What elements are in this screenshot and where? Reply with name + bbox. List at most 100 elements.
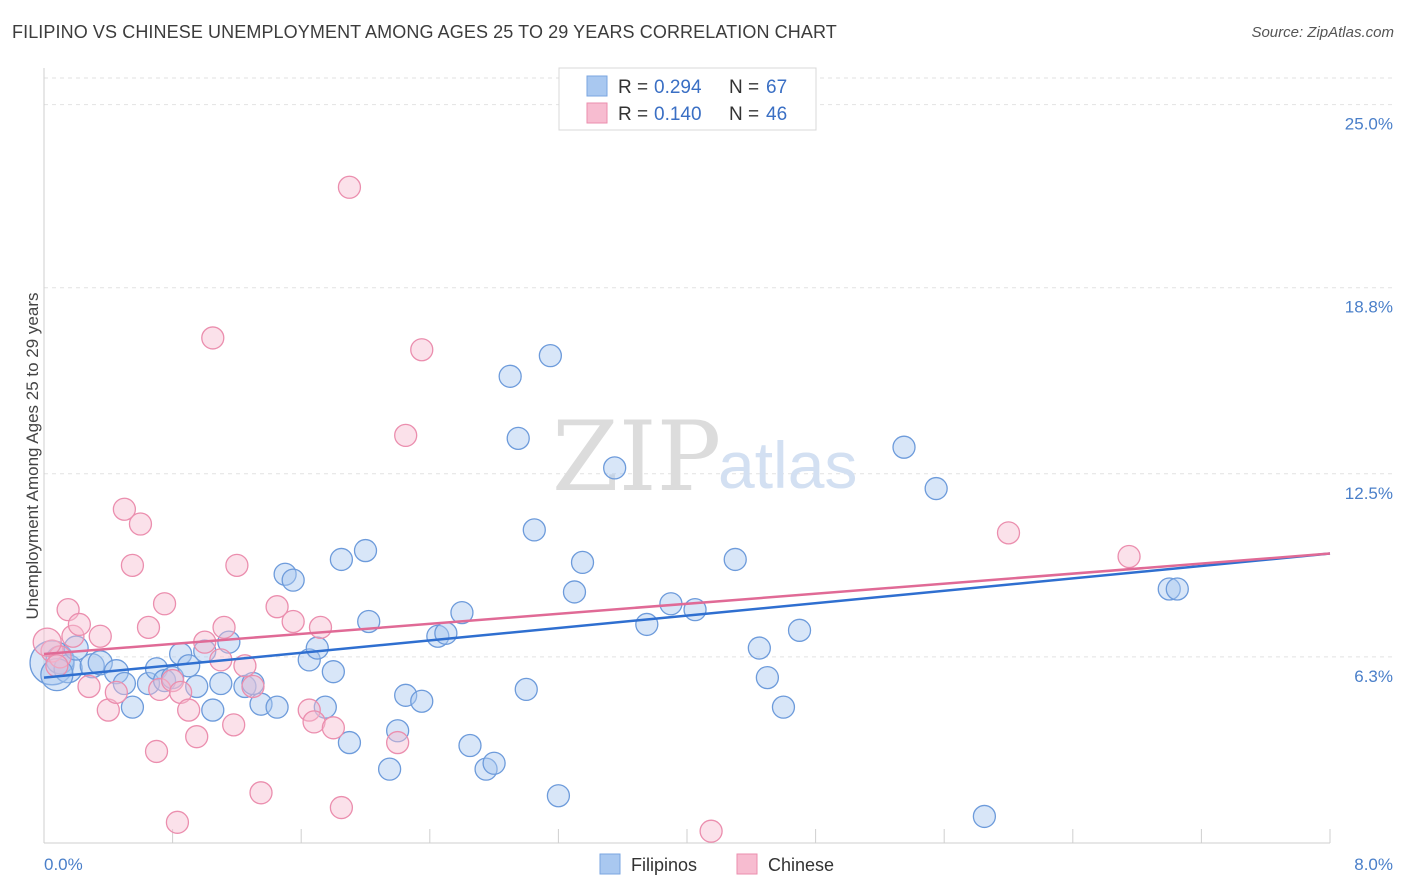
point-filipinos-53 [635,612,659,637]
point-filipinos-34 [377,757,402,781]
legend-r-label-1: R = [618,104,648,125]
point-chinese-30 [265,595,289,619]
point-chinese-40 [410,338,434,362]
point-chinese-4 [67,612,92,637]
point-chinese-31 [281,609,305,634]
point-filipinos-29 [321,660,346,684]
legend-r-value-0: 0.294 [654,77,702,98]
point-chinese-39 [394,423,418,448]
point-filipinos-45 [506,426,530,450]
point-filipinos-64 [1157,577,1181,601]
point-chinese-5 [77,674,101,699]
point-filipinos-5 [87,650,113,676]
point-chinese-16 [160,668,185,693]
point-filipinos-31 [337,730,362,755]
point-filipinos-56 [723,547,747,572]
point-filipinos-42 [474,757,498,781]
point-chinese-41 [699,819,723,843]
point-chinese-8 [104,680,128,705]
point-filipinos-37 [410,689,434,713]
point-filipinos-35 [385,719,410,743]
point-chinese-14 [148,677,172,702]
point-filipinos-44 [498,364,522,388]
point-chinese-19 [177,698,201,722]
chart-source: Source: ZipAtlas.com [1251,24,1394,41]
point-chinese-42 [996,521,1021,545]
legend-n-value-1: 46 [766,104,787,125]
bottom-legend: Filipinos Chinese [599,853,834,875]
y-tick-label-1: 12.5% [1345,484,1393,503]
point-filipinos-61 [892,435,916,459]
point-filipinos-30 [329,547,354,572]
point-filipinos-65 [1165,577,1189,601]
bottom-legend-swatch-0 [599,853,621,875]
point-chinese-20 [185,725,209,749]
legend: R = 0.294 N = 67 R = 0.140 N = 46 [558,67,817,131]
point-filipinos-57 [747,636,771,660]
watermark: ZIP atlas [552,401,857,513]
point-filipinos-48 [538,343,563,368]
point-chinese-36 [329,795,354,820]
point-filipinos-49 [546,784,571,808]
point-filipinos-27 [305,636,329,660]
point-chinese-34 [308,615,333,640]
watermark-atlas: atlas [718,428,857,502]
point-chinese-22 [201,326,225,350]
point-filipinos-62 [924,476,948,501]
legend-n-label-0: N = [729,77,759,98]
x-tick-label-1: 8.0% [1354,855,1393,874]
trend-lines [43,552,1331,679]
trend-line-chinese [43,552,1331,656]
point-filipinos-47 [522,518,546,542]
point-filipinos-63 [972,804,997,829]
point-filipinos-25 [281,568,305,592]
y-tick-labels: 6.3% 12.5% 18.8% 25.0% [1345,115,1393,686]
y-tick-label-0: 6.3% [1354,667,1393,686]
legend-n-value-0: 67 [766,77,787,98]
point-filipinos-8 [120,695,145,719]
trend-line-filipinos [43,552,1331,679]
point-filipinos-59 [771,695,796,719]
bottom-legend-label-1: Chinese [768,855,834,875]
point-filipinos-40 [450,600,474,625]
point-chinese-45 [45,654,69,678]
point-chinese-17 [165,810,190,834]
point-chinese-3 [61,624,85,648]
point-filipinos-7 [112,671,137,696]
point-filipinos-24 [273,562,297,586]
point-filipinos-60 [787,618,812,642]
point-chinese-11 [128,512,153,536]
point-chinese-9 [112,497,137,521]
point-chinese-10 [120,553,145,578]
y-tick-label-3: 25.0% [1345,115,1393,134]
x-tick-label-0: 0.0% [44,855,83,874]
point-chinese-6 [88,624,112,648]
legend-r-value-1: 0.140 [654,104,702,125]
point-chinese-38 [385,730,410,755]
legend-n-label-1: N = [729,104,759,125]
point-filipinos-51 [570,550,595,575]
legend-swatch-0 [586,75,608,97]
point-filipinos-50 [562,580,587,604]
point-filipinos-17 [201,698,225,722]
point-chinese-43 [1117,544,1141,569]
point-chinese-29 [249,781,273,805]
point-chinese-15 [152,592,177,616]
point-filipinos-52 [603,456,627,480]
point-filipinos-32 [353,538,378,563]
axes [43,68,1331,844]
watermark-zip: ZIP [552,401,721,513]
point-chinese-44 [32,627,62,657]
series-chinese-points [32,175,1141,843]
y-tick-label-2: 18.8% [1345,298,1393,317]
point-filipinos-58 [755,665,780,690]
point-chinese-26 [225,553,249,578]
bottom-legend-swatch-1 [736,853,758,875]
point-chinese-27 [233,654,257,678]
point-chinese-33 [302,710,326,734]
point-filipinos-46 [514,677,538,702]
bottom-legend-label-0: Filipinos [631,855,697,875]
point-chinese-12 [136,615,161,640]
point-chinese-32 [297,698,321,722]
